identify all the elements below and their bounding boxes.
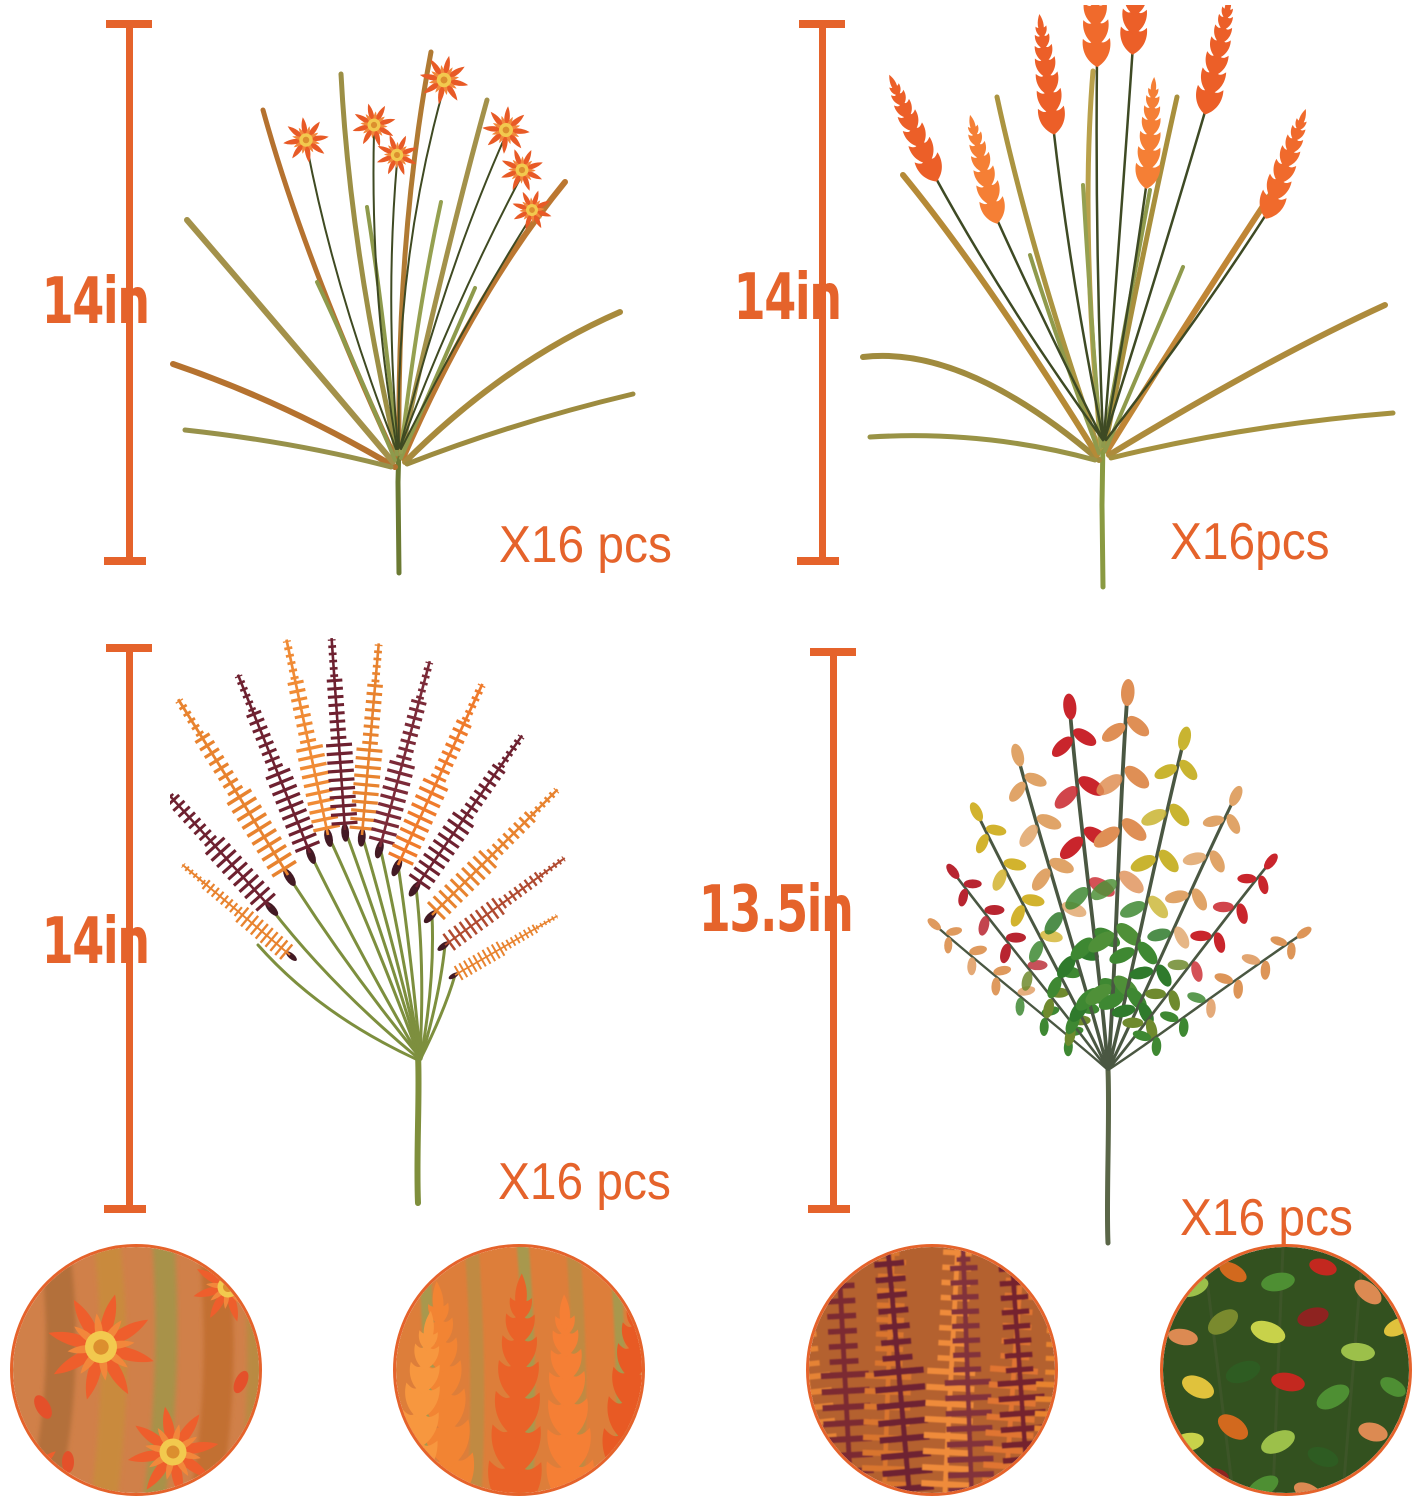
- flower-stems: [306, 86, 532, 450]
- bracket-line: [819, 24, 826, 561]
- heather-bush-photo: [170, 635, 640, 1206]
- main-stem: [1099, 434, 1106, 590]
- main-stem: [395, 441, 402, 576]
- bracket-bottom-cap: [104, 557, 146, 565]
- main-stem: [1104, 1067, 1112, 1246]
- height-label: 14in: [41, 905, 150, 979]
- spike-stems: [256, 828, 457, 1062]
- quantity-label: X16pcs: [1170, 513, 1330, 571]
- quantity-label: X16 pcs: [1180, 1189, 1353, 1247]
- bracket-bottom-cap: [104, 1205, 146, 1213]
- bracket-bottom-cap: [808, 1205, 850, 1213]
- quantity-label: X16 pcs: [499, 516, 672, 574]
- detail-photo-eucalyptus-closeup: [1160, 1244, 1412, 1496]
- eucalyptus-bush-photo: [915, 675, 1324, 1246]
- bracket-line: [830, 652, 837, 1207]
- eucalyptus-branches: [915, 675, 1324, 1087]
- height-label: 14in: [733, 261, 842, 335]
- main-stem: [414, 1052, 422, 1206]
- grass-blades: [170, 49, 636, 470]
- wheat-grass-bush-photo: [860, 5, 1396, 590]
- detail-photo-plume-closeup: [393, 1244, 645, 1496]
- bracket-line: [126, 24, 133, 561]
- height-label: 13.5in: [698, 873, 854, 947]
- detail-photo-daisy-closeup: [10, 1244, 262, 1496]
- height-label: 14in: [41, 265, 150, 339]
- plume-stems: [931, 43, 1271, 442]
- daisy-grass-bush-photo: [170, 49, 636, 576]
- bracket-line: [126, 648, 133, 1207]
- bracket-bottom-cap: [797, 557, 839, 565]
- detail-photo-heather-closeup: [806, 1244, 1058, 1496]
- quantity-label: X16 pcs: [498, 1153, 671, 1211]
